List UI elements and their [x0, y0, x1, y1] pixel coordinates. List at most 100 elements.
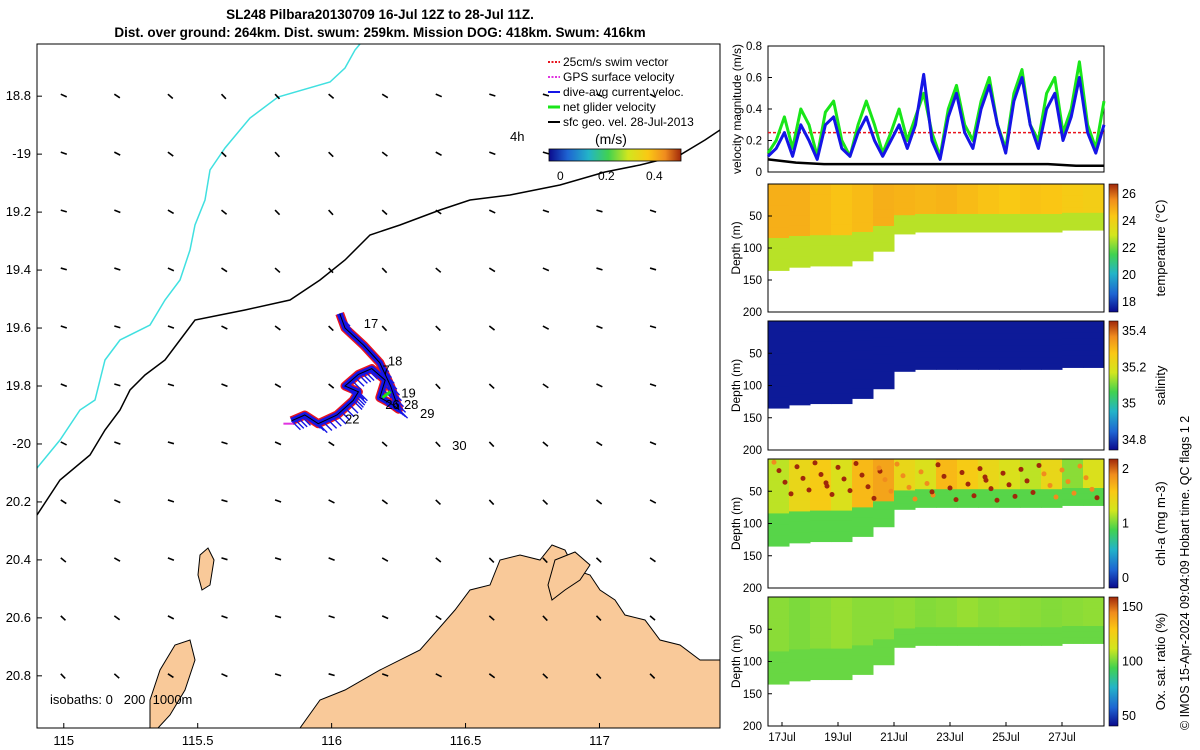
chlorophyll-cell	[936, 471, 958, 478]
oxygen-cell	[936, 621, 958, 628]
chl-sample-point	[865, 484, 871, 490]
chlorophyll-cell	[1062, 499, 1084, 506]
current-arrow	[381, 673, 389, 677]
salinity-cell	[810, 321, 832, 332]
salinity-cell	[873, 321, 895, 330]
temperature-cell	[915, 196, 937, 203]
oxygen-cell	[1083, 631, 1105, 639]
oxygen-cell	[1041, 603, 1063, 610]
temperature-y-tick-label: 200	[743, 307, 762, 319]
current-arrow	[649, 673, 656, 679]
oxygen-cell	[936, 609, 958, 616]
current-vector	[379, 397, 390, 408]
chlorophyll-cell	[957, 477, 979, 484]
current-vector	[390, 385, 401, 396]
salinity-cell	[894, 358, 916, 366]
chlorophyll-cell	[1020, 501, 1042, 508]
salinity-cell	[999, 339, 1021, 346]
colorbar-tick-1: 0.2	[598, 169, 615, 183]
temperature-cell	[831, 235, 853, 246]
current-arrow	[220, 209, 228, 215]
salinity-cell	[810, 341, 832, 353]
legend-current: dive-avg current veloc.	[563, 85, 684, 99]
temperature-cell	[957, 184, 979, 191]
salinity-y-tick-label: 50	[749, 348, 762, 360]
temperature-cell	[789, 246, 811, 258]
oxygen-colorbar-tick: 50	[1122, 709, 1136, 723]
chl-sample-point	[971, 493, 977, 499]
current-vector	[317, 423, 328, 434]
chlorophyll-cell	[978, 495, 1000, 502]
current-vector	[301, 415, 311, 426]
current-vector	[344, 385, 355, 396]
colorbar-unit-label: (m/s)	[595, 131, 627, 147]
chl-sample-point	[977, 466, 983, 472]
current-vector	[383, 384, 394, 395]
chl-sample-point	[818, 471, 824, 477]
oxygen-cell	[999, 597, 1021, 604]
chl-sample-point	[1071, 490, 1077, 496]
map-y-tick-label: 19.6	[6, 320, 31, 335]
velocity-y-tick-label: 0.4	[746, 104, 763, 116]
current-arrow	[488, 441, 495, 448]
salinity-cell	[1083, 326, 1105, 334]
temperature-panel: 50 100 150 200 Depth (m) 18 20 22 24 26 temperatur…	[729, 183, 1168, 319]
salinity-cell	[936, 321, 958, 328]
current-arrow	[167, 151, 174, 157]
chl-sample-point	[900, 473, 906, 479]
chlorophyll-colorbar	[1108, 458, 1119, 589]
current-vector	[331, 416, 342, 427]
chlorophyll-cell	[915, 483, 937, 490]
salinity-cell	[1083, 332, 1105, 339]
chlorophyll-cell	[1083, 459, 1105, 466]
salinity-cell	[1083, 321, 1105, 328]
temperature-colorbar-tick: 20	[1122, 268, 1136, 282]
oxygen-cell	[789, 628, 811, 640]
salinity-cell	[999, 333, 1021, 340]
chl-sample-point	[829, 491, 835, 497]
current-vector	[355, 395, 366, 406]
oxygen-cell	[978, 633, 1000, 640]
oxygen-cell	[873, 622, 895, 632]
temperature-cell	[915, 202, 937, 209]
temperature-cell	[957, 208, 979, 215]
salinity-cell	[852, 379, 874, 390]
salinity-cell	[1083, 350, 1105, 357]
current-vector	[392, 391, 403, 402]
temperature-cell	[1083, 224, 1105, 231]
temperature-cell	[768, 216, 790, 228]
current-arrow	[488, 673, 496, 679]
salinity-cell	[873, 337, 895, 347]
temperature-colorbar	[1108, 183, 1119, 313]
oxygen-cell	[1020, 621, 1042, 628]
current-arrow	[381, 557, 389, 562]
chl-sample-point	[800, 475, 806, 481]
map-axis-ticks: 115 115.5 116 116.5 117 18.8 -19 19.2 19.4 19.6 19…	[6, 88, 610, 748]
oxygen-cell	[1062, 608, 1084, 615]
temperature-colorbar-tick: 22	[1122, 241, 1136, 255]
oxygen-cell	[894, 597, 916, 604]
current-vector	[297, 417, 308, 428]
temperature-cell	[810, 204, 832, 216]
oxygen-cell	[768, 673, 790, 685]
temperature-cell	[894, 215, 916, 222]
current-vector	[344, 407, 355, 418]
salinity-cell	[1020, 345, 1042, 352]
temperature-cell	[810, 194, 832, 205]
oxygen-cell	[1083, 620, 1105, 627]
oxygen-cell	[1020, 627, 1042, 634]
salinity-colorbar-label: salinity	[1153, 365, 1168, 405]
oxygen-cell	[810, 638, 832, 650]
current-arrow	[649, 441, 657, 446]
map-x-tick-label: 116.5	[450, 733, 482, 748]
day-label: 7	[383, 362, 390, 377]
temperature-cell	[936, 202, 958, 209]
oxygen-cell	[894, 615, 916, 623]
oxygen-cell	[873, 597, 895, 606]
salinity-cell	[957, 339, 979, 346]
temperature-cell	[873, 234, 895, 244]
chl-sample-point	[776, 468, 782, 474]
salinity-cell	[936, 327, 958, 334]
salinity-cell	[789, 383, 811, 395]
temperature-cell	[810, 245, 832, 257]
